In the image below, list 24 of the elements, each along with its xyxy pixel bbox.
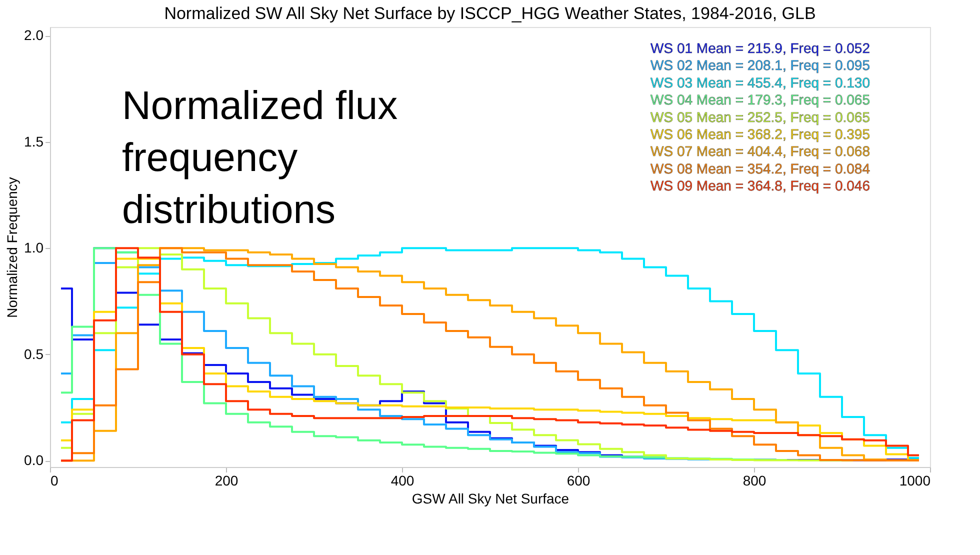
- y-axis-title: Normalized Frequency: [4, 177, 20, 318]
- text: WS 06 Mean = 368.2, Freq = 0.395: [650, 126, 870, 142]
- x-tick-label: 400: [390, 472, 414, 488]
- chart-title: Normalized SW All Sky Net Surface by ISCCP_HGG Weather States, 1984-2016, GLB: [164, 4, 816, 23]
- text: WS 02 Mean = 208.1, Freq = 0.095: [650, 57, 870, 74]
- text: WS 07 Mean = 404.4, Freq = 0.068: [650, 143, 870, 160]
- text: WS 01 Mean = 215.9, Freq = 0.052: [650, 40, 870, 56]
- y-tick-label: 1.0: [24, 240, 44, 256]
- annotation: Normalized flux frequency distributions: [122, 84, 398, 232]
- text: WS 05 Mean = 252.5, Freq = 0.065: [650, 108, 870, 125]
- y-tick-label: 0.0: [24, 452, 44, 468]
- text: WS 09 Mean = 364.8, Freq = 0.046: [650, 178, 870, 194]
- x-axis-title: GSW All Sky Net Surface: [412, 490, 570, 506]
- y-tick-label: 1.5: [24, 133, 44, 150]
- x-tick-label: 200: [214, 472, 238, 488]
- x-tick-label: 0: [50, 472, 58, 488]
- text: WS 04 Mean = 179.3, Freq = 0.065: [650, 92, 870, 108]
- y-tick-label: 2.0: [24, 27, 44, 43]
- x-tick-label: 1000: [899, 472, 931, 488]
- x-tick-label: 800: [742, 472, 766, 488]
- text: WS 03 Mean = 455.4, Freq = 0.130: [650, 74, 870, 90]
- y-tick-label: 0.5: [24, 346, 44, 362]
- text: WS 08 Mean = 354.2, Freq = 0.084: [650, 160, 870, 176]
- x-tick-label: 600: [566, 472, 590, 488]
